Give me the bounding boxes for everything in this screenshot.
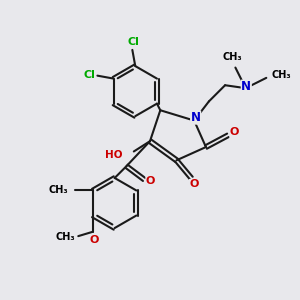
Text: CH₃: CH₃ [272,70,291,80]
Text: CH₃: CH₃ [48,185,68,195]
Text: CH₃: CH₃ [56,232,75,242]
Text: N: N [241,80,251,93]
Text: O: O [146,176,155,186]
Text: Cl: Cl [128,37,140,47]
Text: N: N [190,111,201,124]
Text: HO: HO [105,150,123,160]
Text: O: O [230,127,239,137]
Text: O: O [190,179,199,190]
Text: CH₃: CH₃ [223,52,242,62]
Text: O: O [90,235,99,245]
Text: Cl: Cl [83,70,95,80]
